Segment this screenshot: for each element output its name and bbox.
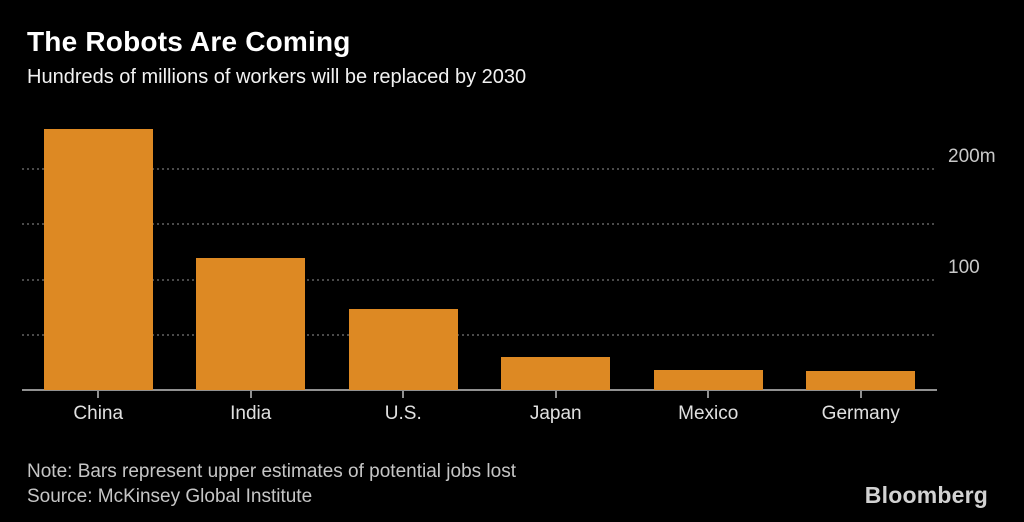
x-axis-label-japan: Japan (529, 403, 582, 424)
plot-area: 200m 100 China India U.S. Japan Mexico Germany (22, 114, 996, 424)
bar-india (196, 257, 306, 390)
x-axis-label-mexico: Mexico (678, 403, 739, 424)
x-axis-tick (707, 390, 710, 398)
x-axis-label-india: India (230, 403, 272, 424)
chart-source: Source: McKinsey Global Institute (27, 486, 313, 507)
x-axis-tick (859, 390, 862, 398)
x-axis-label-us: U.S. (384, 403, 422, 424)
bar-china (43, 129, 153, 390)
gridline-200 (22, 168, 937, 171)
gridline-100 (22, 278, 937, 281)
chart-note: Note: Bars represent upper estimates of … (27, 461, 516, 482)
gridline-150 (22, 223, 937, 226)
chart-subtitle: Hundreds of millions of workers will be … (27, 66, 527, 88)
bar-germany (806, 371, 916, 390)
x-axis-tick (97, 390, 100, 398)
x-axis-label-germany: Germany (821, 403, 900, 424)
y-axis-label-100: 100 (948, 256, 980, 278)
chart-title: The Robots Are Coming (27, 26, 351, 57)
bar-mexico (653, 370, 763, 390)
bar-us (348, 309, 458, 390)
x-axis-tick (249, 390, 252, 398)
y-axis-label-200m: 200m (948, 146, 996, 168)
x-axis-tick (554, 390, 557, 398)
x-axis-label-china: China (73, 403, 124, 424)
x-axis-line (22, 389, 937, 391)
x-axis-tick (402, 390, 405, 398)
bar-japan (501, 356, 611, 390)
gridline-50 (22, 333, 937, 336)
bloomberg-logo: Bloomberg (864, 482, 988, 508)
